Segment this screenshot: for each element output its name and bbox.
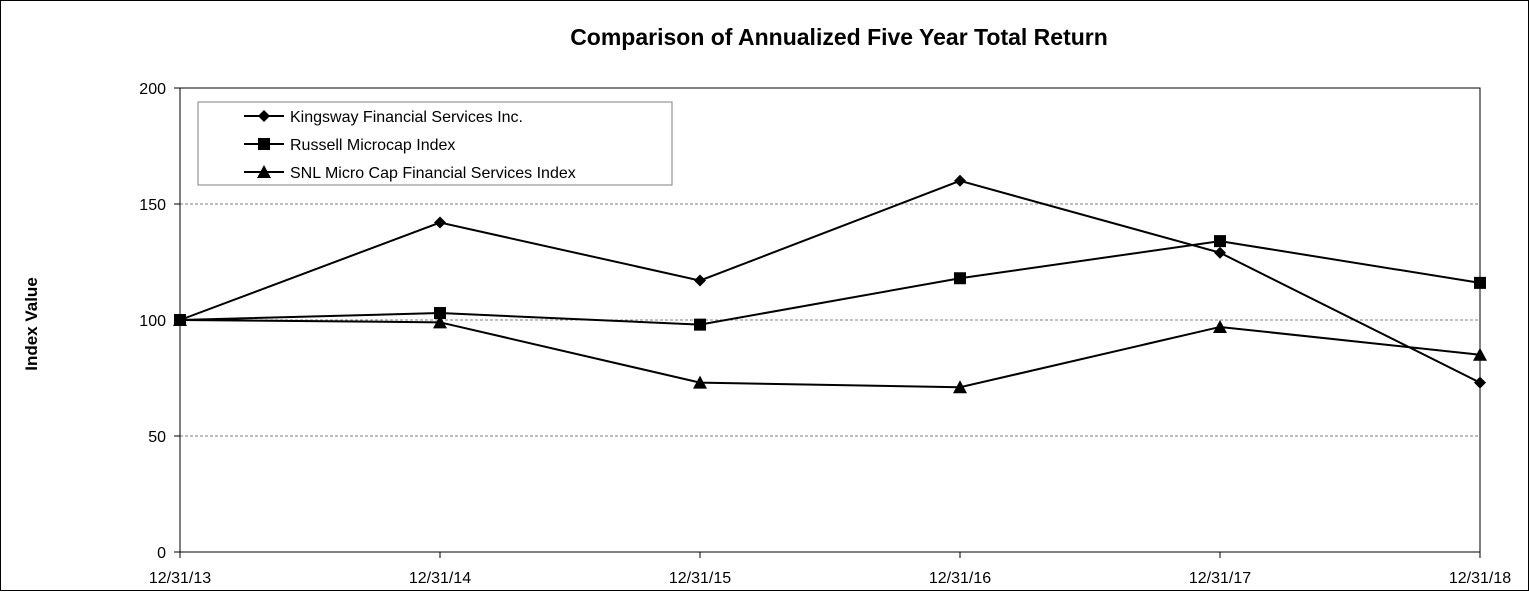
legend-label-3: SNL Micro Cap Financial Services Index — [290, 165, 576, 182]
series-2 — [174, 235, 1486, 331]
series-1-point-2 — [694, 274, 706, 287]
series-2-point-1 — [434, 307, 446, 320]
series-2-point-5 — [1474, 276, 1486, 289]
series-1-line — [179, 179, 1481, 384]
gridlines — [180, 203, 1480, 437]
x-tick-label-2: 12/31/15 — [669, 570, 731, 587]
legend-label-1: Kingsway Financial Services Inc. — [290, 109, 523, 126]
series-2-line — [179, 240, 1481, 326]
series-3-point-2 — [693, 375, 707, 389]
series-1-point-3 — [954, 174, 966, 187]
legend-marker-2 — [258, 138, 270, 150]
y-tick-label-50: 50 — [148, 429, 166, 446]
series-1-point-1 — [434, 216, 446, 229]
legend-marker-1 — [258, 110, 270, 122]
series-3-point-4 — [1213, 319, 1227, 333]
series-3-line — [179, 319, 1481, 389]
x-tick-label-1: 12/31/14 — [409, 570, 471, 587]
x-tick-label-5: 12/31/18 — [1449, 570, 1511, 587]
y-tick-label-0: 0 — [157, 545, 166, 562]
x-tick-label-4: 12/31/17 — [1189, 570, 1251, 587]
series-2-point-4 — [1214, 235, 1226, 248]
x-tick-label-0: 12/31/13 — [149, 570, 211, 587]
legend-label-2: Russell Microcap Index — [290, 137, 455, 154]
x-tick-label-3: 12/31/16 — [929, 570, 991, 587]
chart-title: Comparison of Annualized Five Year Total… — [570, 24, 1108, 50]
y-tick-label-150: 150 — [139, 197, 166, 214]
axis-ticks: 0 50 100 150 200 12/31/13 12/31/14 12/31/15 12/3… — [139, 81, 1511, 587]
y-tick-label-200: 200 — [139, 81, 166, 98]
series-group — [173, 174, 1487, 394]
legend-marker-3 — [257, 165, 271, 178]
y-tick-label-100: 100 — [139, 313, 166, 330]
series-3-point-3 — [953, 380, 967, 394]
series-3 — [173, 313, 1487, 394]
series-3-point-5 — [1473, 347, 1487, 361]
series-3-point-0 — [173, 313, 187, 326]
y-axis-label: Index Value — [22, 277, 41, 371]
legend: Kingsway Financial Services Inc. Russell … — [197, 101, 673, 186]
series-1-point-5 — [1474, 376, 1486, 389]
series-1-point-4 — [1214, 246, 1226, 259]
series-3-point-1 — [433, 315, 447, 329]
series-2-point-3 — [954, 272, 966, 285]
series-2-point-2 — [694, 318, 706, 331]
series-1 — [174, 174, 1486, 389]
